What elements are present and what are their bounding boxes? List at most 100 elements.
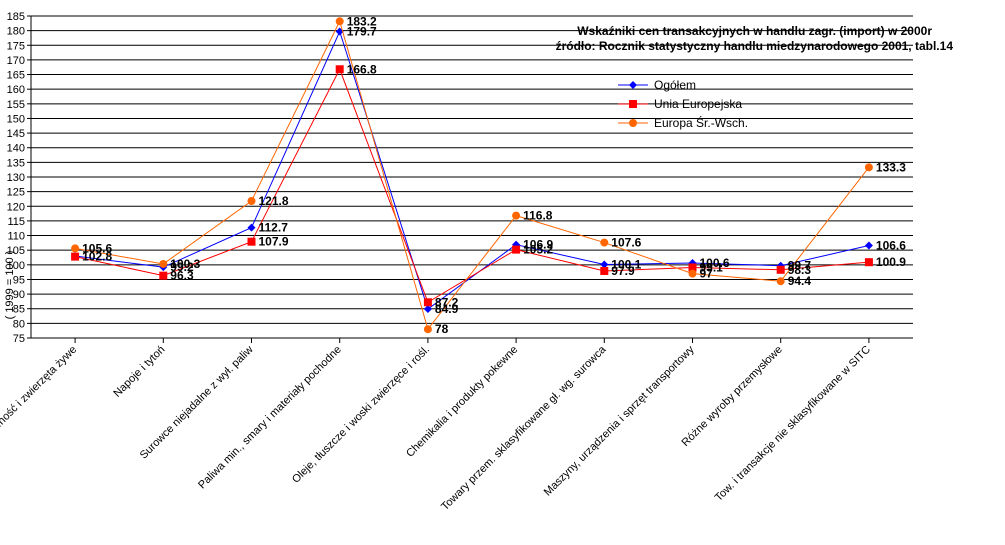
y-tick-label: 125 [7,187,25,199]
data-label: 107.9 [259,235,289,249]
data-point-square [335,65,344,74]
data-point-circle [688,269,697,278]
data-point-circle [512,211,521,220]
data-label: 97.9 [611,264,635,278]
data-label: 94.4 [788,274,812,288]
chart-subtitle: źródło: Rocznik statystyczny handlu mied… [556,39,954,53]
legend-entry: Ogółem [654,78,696,92]
y-tick-label: 170 [7,55,25,67]
y-tick-label: 80 [13,318,25,330]
data-point-circle [776,277,785,286]
data-point-circle [423,325,432,334]
data-point-circle [247,197,256,206]
x-tick-label: Napoje i tytoń [111,344,167,400]
data-label: 96.3 [170,269,194,283]
data-label: 106.9 [523,238,553,252]
data-label: 87.2 [435,295,459,309]
x-tick-label: Tow. i transakcje nie sklasyfikowane w S… [713,344,873,504]
data-label: 105.6 [82,241,112,255]
y-tick-label: 85 [13,304,25,316]
data-label: 100.9 [876,255,906,269]
data-label: 106.6 [876,238,906,252]
y-tick-label: 115 [7,216,25,228]
y-tick-label: 180 [7,26,25,38]
data-point-circle [71,244,80,253]
legend-entry: Europa Śr.-Wsch. [654,115,748,130]
y-tick-label: 155 [7,99,25,111]
data-label: 78 [435,322,449,336]
data-label: 116.8 [523,209,553,223]
x-tick-label: Różne wyroby przemysłowe [680,344,785,449]
y-axis-label-group: ( 1999 = 100 ) [4,251,16,320]
y-tick-label: 135 [7,157,25,169]
data-label: 166.8 [347,62,377,76]
data-label: 100.3 [170,257,200,271]
data-point-square [864,258,873,267]
y-tick-label: 90 [13,289,25,301]
data-point-diamond [423,305,432,314]
legend: Ogółem Unia Europejska Europa Śr.-Wsch. [618,78,748,130]
y-tick-label: 140 [7,143,25,155]
y-tick-label: 150 [7,113,25,125]
series-line-circle [75,19,870,331]
y-tick-label: 110 [7,231,25,243]
x-tick-label: Paliwa min., smary i materiały pochodne [196,344,344,492]
x-tick-label: Oleje, tłuszcze i woski zwierzęce i rośl… [290,344,432,486]
y-tick-label: 95 [13,274,25,286]
data-label: 112.7 [259,221,289,235]
data-point-square [159,271,168,280]
series-line-square [74,68,869,304]
data-label: 100.6 [700,256,730,270]
data-label: 133.3 [876,160,906,174]
data-label: 98.3 [788,263,812,277]
data-point-square [600,266,609,275]
x-tick-label: Towary przem. sklasyfikowane gł. wg. sur… [439,343,609,513]
legend-entry: Unia Europejska [654,97,742,111]
data-label: 179.7 [347,25,377,39]
data-point-square [776,265,785,274]
data-labels: 99.2 112.7 179.7 84.9 106.9 100.1 100.6 99.7 106… [82,14,906,336]
data-label: 107.6 [611,236,641,250]
data-point-diamond [864,241,873,250]
x-tick-label: Maszyny, urządzenia i sprzęt transportow… [542,343,697,498]
data-label: 183.2 [347,14,377,28]
data-point-square [688,263,697,272]
y-tick-label: 185 [7,11,25,23]
y-tick-label: 105 [7,245,25,257]
y-tick-label: 160 [7,84,25,96]
data-label: 97 [700,267,714,281]
x-tick-label: Żywność i zwierzęta żywe [0,343,79,442]
data-label: 84.9 [435,302,459,316]
data-label: 99.2 [170,260,194,274]
y-tick-label: 75 [13,333,25,345]
legend-marker [629,119,637,127]
data-label: 99.1 [700,260,724,274]
y-axis-label: ( 1999 = 100 ) [4,251,16,320]
data-point-square [71,252,80,261]
data-point-square [423,298,432,307]
legend-marker [629,81,637,89]
data-point-circle [159,259,168,268]
y-tick-label: 145 [7,128,25,140]
legend-marker [629,100,637,108]
y-tick-label: 175 [7,40,25,52]
data-label: 121.8 [259,194,289,208]
data-point-circle [600,238,609,247]
data-label: 102.8 [82,250,112,264]
data-label: 105.2 [523,243,553,257]
data-point-square [512,245,521,254]
y-tick-label: 120 [7,201,25,213]
axes: 75 80 85 90 95 100 105 110 115 120 125 130 135 140 145… [0,11,913,513]
data-point-diamond [247,223,256,232]
series-line-diamond [75,30,870,310]
data-label: 99.7 [788,259,812,273]
y-tick-label: 100 [7,260,25,272]
data-point-circle [864,163,873,172]
series-lines [71,17,873,334]
chart-title: Wskaźniki cen transakcyjnych w handlu za… [577,24,932,38]
data-label: 100.1 [611,258,641,272]
data-point-square [247,237,256,246]
data-point-circle [335,17,344,26]
data-point-diamond [600,260,609,269]
